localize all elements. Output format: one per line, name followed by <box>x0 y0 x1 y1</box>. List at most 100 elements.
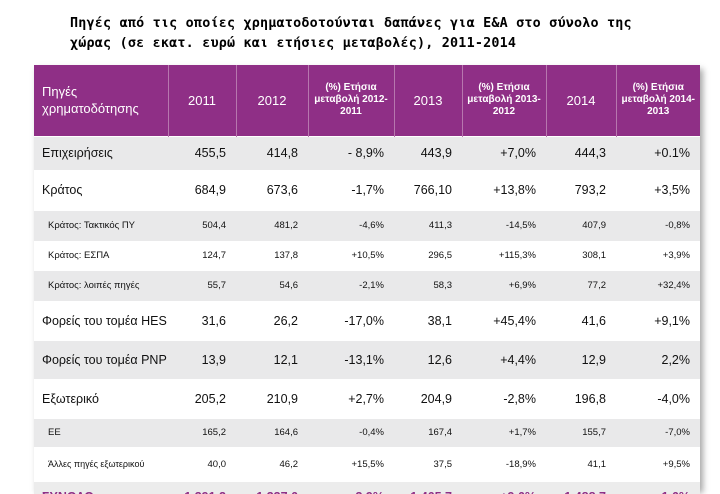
cell-change-2012: +10,5% <box>351 250 385 261</box>
header-2012: 2012 <box>235 65 308 136</box>
cell-2014: 308,1 <box>582 250 606 261</box>
cell-2011: 1.391,2 <box>168 481 236 494</box>
cell-2013: 766,10 <box>413 183 452 197</box>
cell-change-2012: -0,4% <box>359 427 384 438</box>
header-change-2012-2011: (%) Ετήσια μεταβολή 2012-2011 <box>307 65 394 136</box>
table-row-state-espa: Κράτος: ΕΣΠΑ 124,7 137,8 +10,5% 296,5 +1… <box>34 241 700 270</box>
cell-2012: 164,6 <box>274 427 298 438</box>
header-2014: 2014 <box>545 65 616 136</box>
cell-2014: 444,3 <box>574 146 606 160</box>
table-row-state-other-sources: Κράτος: λοιπές πηγές 55,7 54,6 -2,1% 58,… <box>34 270 700 301</box>
funding-sources-table: Πηγές χρηματοδότησης 2011 2012 (%) Ετήσι… <box>34 65 700 494</box>
cell-change-2013: +1,7% <box>508 427 536 438</box>
cell-2013: 37,5 <box>433 458 453 470</box>
cell-change-2012: - 8,9% <box>347 146 384 160</box>
cell-change-2014: 2,2% <box>661 352 691 367</box>
cell-change-2013: +4,4% <box>500 352 536 367</box>
row-label: Κράτος: λοιπές πηγές <box>48 280 140 291</box>
cell-change-2014: -4,0% <box>657 391 690 406</box>
cell-change-2013: -14,5% <box>505 220 536 231</box>
row-label: Κράτος: Τακτικός ΠΥ <box>48 220 136 231</box>
cell-2014: 41,6 <box>581 313 606 328</box>
cell-2012: 26,2 <box>273 313 298 328</box>
cell-2012: 46,2 <box>279 458 299 470</box>
cell-2014: 77,2 <box>587 280 607 291</box>
cell-2012: 54,6 <box>279 280 299 291</box>
cell-2014: 196,8 <box>574 391 606 406</box>
cell-change-2014: +0.1% <box>654 146 690 160</box>
table-row-state-regular-budget: Κράτος: Τακτικός ΠΥ 504,4 481,2 -4,6% 41… <box>34 210 700 241</box>
cell-change-2014: +9,5% <box>662 458 690 470</box>
document-title: Πηγές από τις οποίες χρηματοδοτούνται δα… <box>70 16 632 51</box>
cell-2013: 38,1 <box>427 313 452 328</box>
header-2011: 2011 <box>167 65 236 136</box>
header-change-2014-2013: (%) Ετήσια μεταβολή 2014-2013 <box>615 65 700 136</box>
cell-change-2013: +115,3% <box>498 250 536 261</box>
cell-2012: 210,9 <box>266 391 298 406</box>
cell-change-2014: +32,4% <box>657 280 691 291</box>
cell-change-2012: +2,7% <box>348 391 384 406</box>
cell-change-2013: +9,6% <box>462 481 546 494</box>
cell-2013: 411,3 <box>428 220 452 231</box>
table-row-abroad: Εξωτερικό 205,2 210,9 +2,7% 204,9 -2,8% … <box>34 379 700 418</box>
row-label: Επιχειρήσεις <box>42 146 113 160</box>
cell-2013: 1.465,7 <box>394 481 462 494</box>
cell-change-2013: +6,9% <box>508 280 536 291</box>
cell-2011: 504,4 <box>202 220 226 231</box>
cell-2011: 455,5 <box>194 146 226 160</box>
cell-change-2012: -2,1% <box>359 280 384 291</box>
table-row-hes: Φορείς του τομέα HES 31,6 26,2 -17,0% 38… <box>34 301 700 340</box>
cell-2013: 58,3 <box>433 280 453 291</box>
cell-2012: 12,1 <box>273 352 298 367</box>
header-funding-source: Πηγές χρηματοδότησης <box>42 84 139 117</box>
header-2013: 2013 <box>393 65 462 136</box>
table-header-row: Πηγές χρηματοδότησης 2011 2012 (%) Ετήσι… <box>34 65 700 136</box>
cell-change-2014: +9,1% <box>654 313 690 328</box>
cell-2014: 155,7 <box>582 427 606 438</box>
cell-2012: 481,2 <box>274 220 298 231</box>
cell-2013: 167,4 <box>428 427 452 438</box>
cell-2014: 407,9 <box>582 220 606 231</box>
cell-change-2014: 1,6% <box>616 481 700 494</box>
cell-2013: 204,9 <box>420 391 452 406</box>
table-row-business: Επιχειρήσεις 455,5 414,8 - 8,9% 443,9 +7… <box>34 136 700 170</box>
cell-change-2012: -13,1% <box>344 352 384 367</box>
row-label: ΣΥΝΟΛΟ <box>34 481 168 494</box>
cell-change-2012: +15,5% <box>351 458 385 470</box>
table-row-eu: ΕΕ 165,2 164,6 -0,4% 167,4 +1,7% 155,7 -… <box>34 418 700 447</box>
row-label: Άλλες πηγές εξωτερικού <box>48 458 145 469</box>
cell-2012: 414,8 <box>266 146 298 160</box>
cell-change-2013: -2,8% <box>503 391 536 406</box>
cell-change-2013: +7,0% <box>500 146 536 160</box>
row-label: Φορείς του τομέα HES <box>42 313 167 328</box>
cell-change-2013: -18,9% <box>505 458 536 470</box>
funding-table-container: Πηγές χρηματοδότησης 2011 2012 (%) Ετήσι… <box>34 65 700 494</box>
row-label: Εξωτερικό <box>42 391 99 406</box>
cell-2012: 137,8 <box>274 250 298 261</box>
row-label: ΕΕ <box>48 427 61 438</box>
cell-2011: 40,0 <box>207 458 227 470</box>
cell-change-2012: -3,9% <box>308 481 394 494</box>
row-label: Κράτος: ΕΣΠΑ <box>48 250 110 261</box>
cell-change-2014: -7,0% <box>665 427 690 438</box>
cell-change-2013: +45,4% <box>493 313 536 328</box>
cell-change-2014: -0,8% <box>665 220 690 231</box>
cell-2014: 12,9 <box>581 352 606 367</box>
cell-2012: 673,6 <box>266 183 298 197</box>
cell-2013: 12,6 <box>427 352 452 367</box>
cell-2011: 31,6 <box>201 313 226 328</box>
row-label: Φορείς του τομέα PNP <box>42 352 167 367</box>
cell-2014: 793,2 <box>574 183 606 197</box>
table-row-total: ΣΥΝΟΛΟ 1.391,2 1.337,6 -3,9% 1.465,7 +9,… <box>34 481 700 494</box>
cell-2013: 443,9 <box>420 146 452 160</box>
cell-change-2014: +3,5% <box>654 183 690 197</box>
cell-change-2012: -4,6% <box>359 220 384 231</box>
cell-2011: 124,7 <box>202 250 226 261</box>
cell-2011: 55,7 <box>207 280 227 291</box>
cell-2013: 296,5 <box>428 250 452 261</box>
table-row-other-foreign: Άλλες πηγές εξωτερικού 40,0 46,2 +15,5% … <box>34 447 700 481</box>
cell-2011: 684,9 <box>194 183 226 197</box>
cell-change-2012: -17,0% <box>344 313 384 328</box>
cell-2011: 13,9 <box>201 352 226 367</box>
header-change-2013-2012: (%) Ετήσια μεταβολή 2013-2012 <box>461 65 546 136</box>
